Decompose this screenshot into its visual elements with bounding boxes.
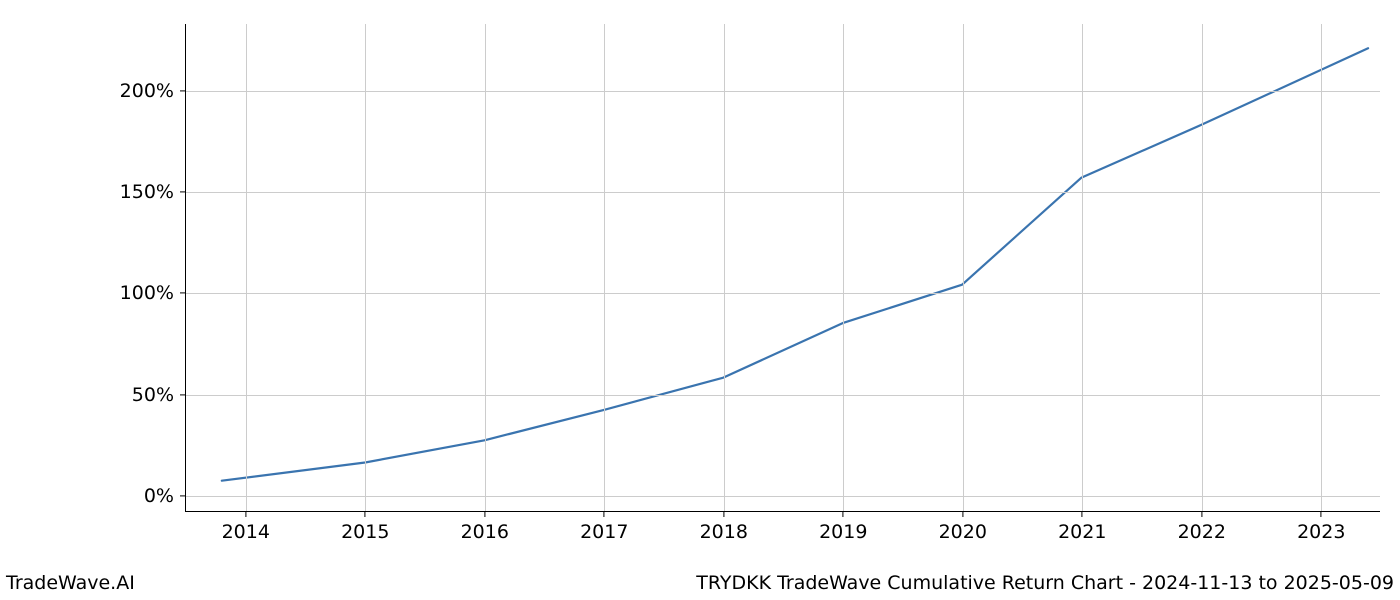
xtick-mark <box>843 511 844 517</box>
ytick-mark <box>180 90 186 91</box>
footer-left-label: TradeWave.AI <box>6 572 135 594</box>
ytick-mark <box>180 191 186 192</box>
xtick-mark <box>1321 511 1322 517</box>
xtick-mark <box>484 511 485 517</box>
xtick-mark <box>1082 511 1083 517</box>
gridline-vertical <box>724 24 725 511</box>
gridline-vertical <box>1082 24 1083 511</box>
xtick-mark <box>723 511 724 517</box>
xtick-label: 2015 <box>341 521 389 543</box>
xtick-label: 2016 <box>461 521 509 543</box>
xtick-mark <box>365 511 366 517</box>
gridline-vertical <box>843 24 844 511</box>
plot-area: 0%50%100%150%200%20142015201620172018201… <box>185 24 1380 512</box>
xtick-label: 2022 <box>1178 521 1226 543</box>
ytick-mark <box>180 293 186 294</box>
gridline-vertical <box>485 24 486 511</box>
return-line <box>222 48 1368 480</box>
xtick-label: 2023 <box>1297 521 1345 543</box>
chart-container: 0% 50% 100% 150% 200% 2014 2015 2016 2017 2018 201… <box>0 0 1400 600</box>
ytick-label: 0% <box>144 485 174 507</box>
footer-right-label: TRYDKK TradeWave Cumulative Return Chart… <box>696 572 1394 594</box>
ytick-mark <box>180 394 186 395</box>
xtick-mark <box>1201 511 1202 517</box>
ytick-label: 50% <box>132 384 174 406</box>
xtick-mark <box>962 511 963 517</box>
xtick-label: 2019 <box>819 521 867 543</box>
gridline-vertical <box>1321 24 1322 511</box>
ytick-mark <box>180 495 186 496</box>
gridline-vertical <box>246 24 247 511</box>
xtick-mark <box>604 511 605 517</box>
gridline-vertical <box>365 24 366 511</box>
xtick-label: 2017 <box>580 521 628 543</box>
xtick-label: 2021 <box>1058 521 1106 543</box>
gridline-vertical <box>604 24 605 511</box>
ytick-label: 200% <box>120 80 174 102</box>
xtick-mark <box>245 511 246 517</box>
xtick-label: 2018 <box>700 521 748 543</box>
ytick-label: 150% <box>120 181 174 203</box>
xtick-label: 2020 <box>939 521 987 543</box>
xtick-label: 2014 <box>222 521 270 543</box>
ytick-label: 100% <box>120 282 174 304</box>
gridline-vertical <box>963 24 964 511</box>
gridline-vertical <box>1202 24 1203 511</box>
